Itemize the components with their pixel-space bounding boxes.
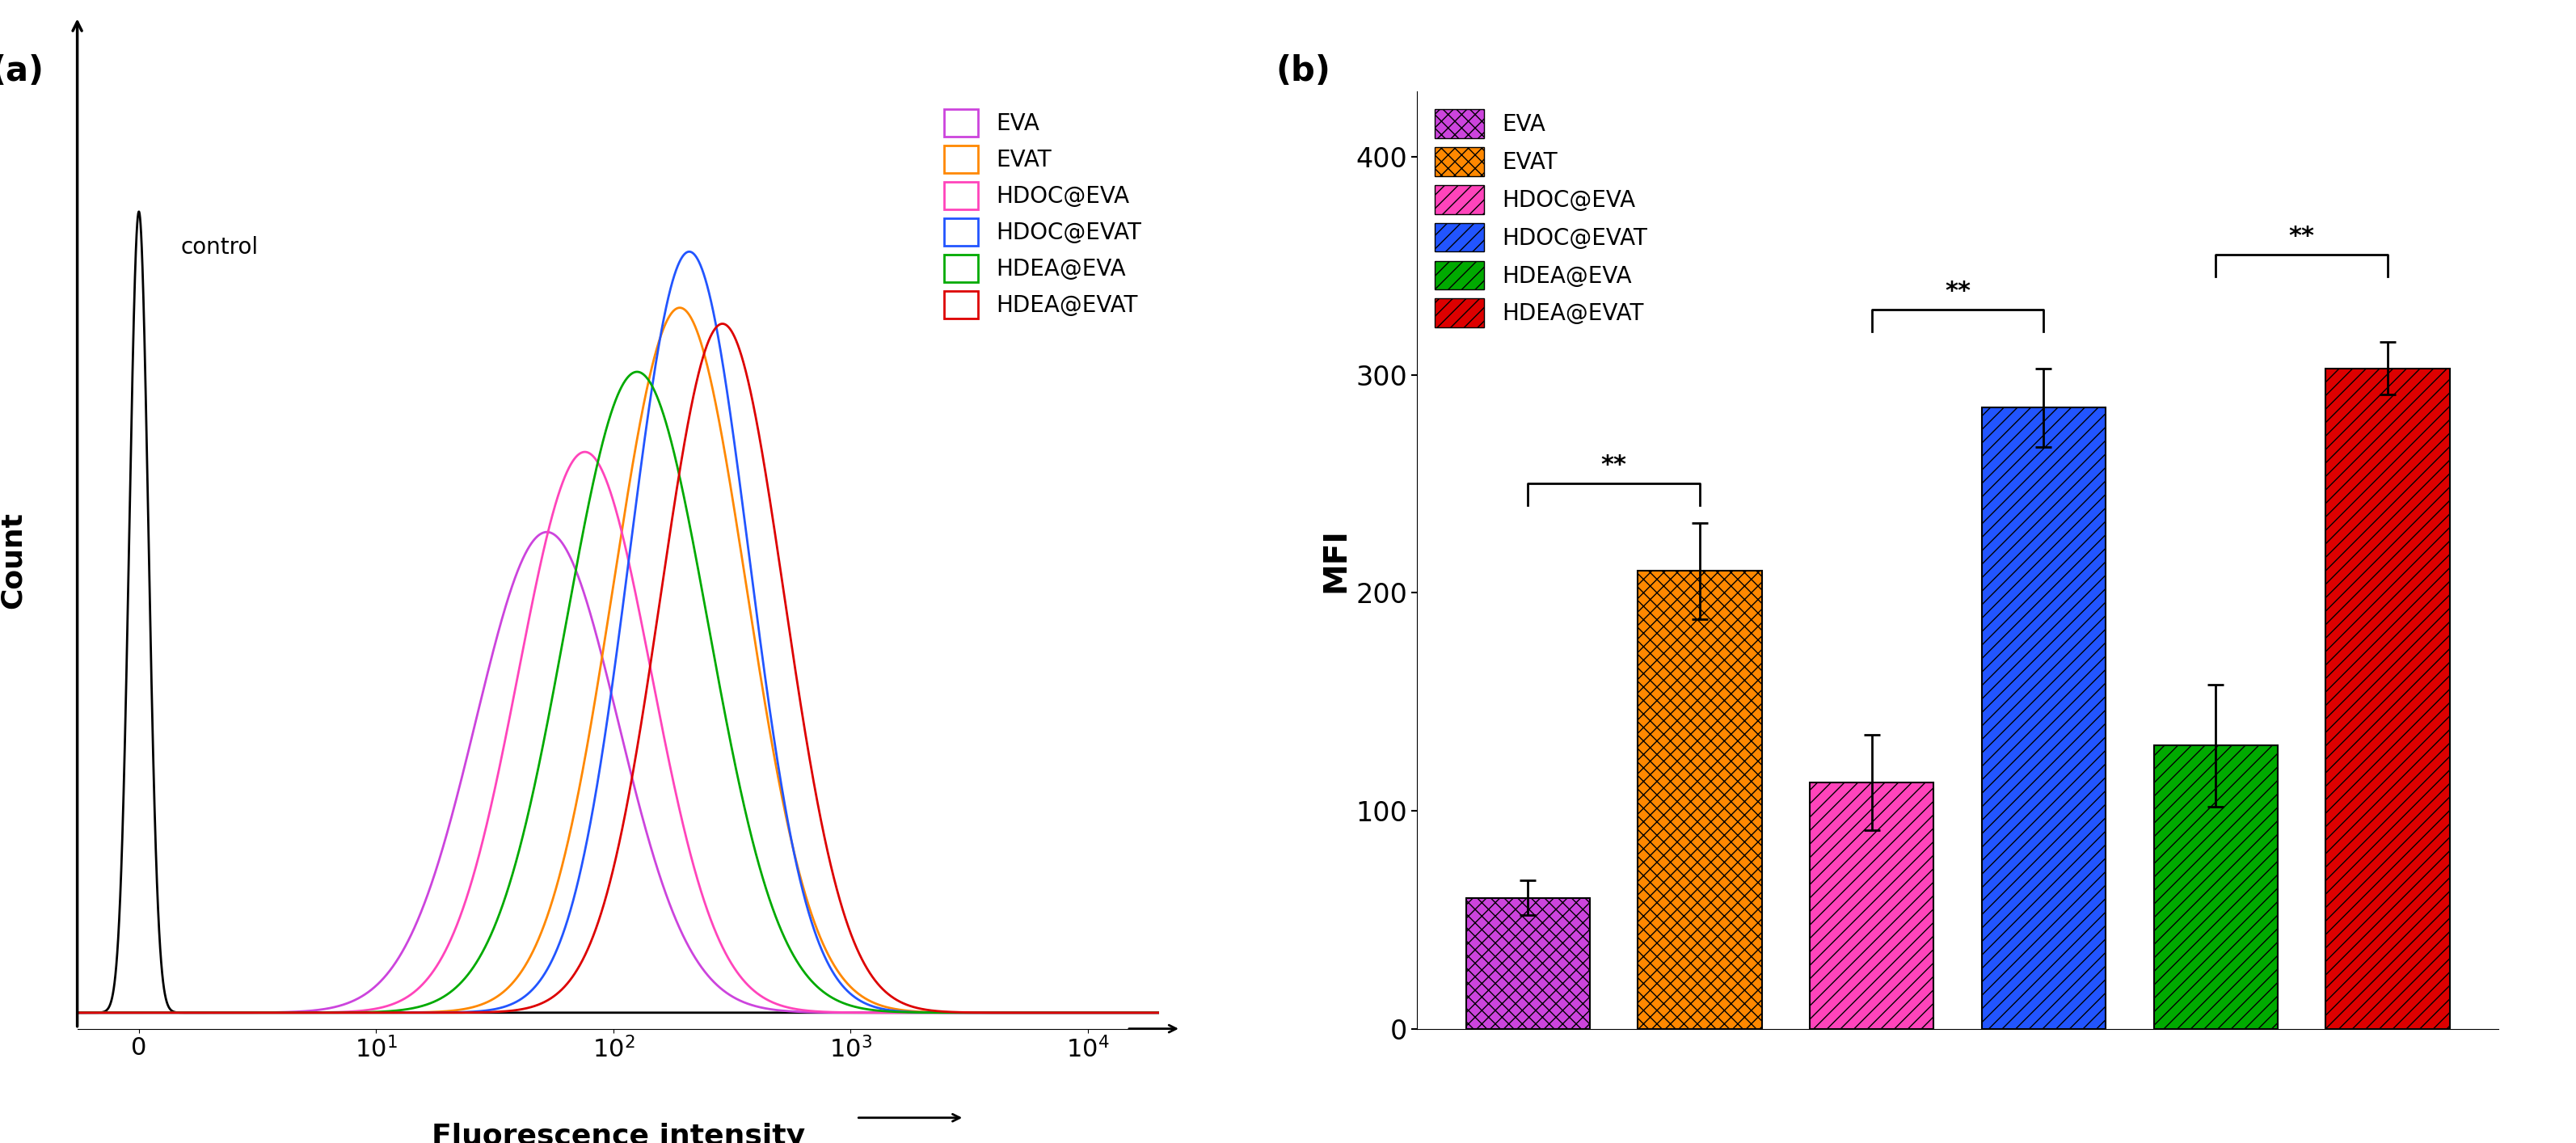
Text: **: ** xyxy=(1945,279,1971,303)
Text: (a): (a) xyxy=(0,54,44,88)
Bar xyxy=(1981,408,2105,1029)
Text: **: ** xyxy=(1600,454,1628,478)
Legend: EVA, EVAT, HDOC@EVA, HDOC@EVAT, HDEA@EVA, HDEA@EVAT: EVA, EVAT, HDOC@EVA, HDOC@EVAT, HDEA@EVA… xyxy=(938,103,1149,326)
Y-axis label: MFI: MFI xyxy=(1321,528,1352,592)
Bar xyxy=(1638,572,1762,1029)
Text: Fluorescence intensity: Fluorescence intensity xyxy=(430,1122,806,1143)
Text: Count: Count xyxy=(0,512,26,608)
Bar xyxy=(2154,745,2277,1029)
Bar xyxy=(2326,368,2450,1029)
Text: control: control xyxy=(180,235,258,258)
Legend: EVA, EVAT, HDOC@EVA, HDOC@EVAT, HDEA@EVA, HDEA@EVAT: EVA, EVAT, HDOC@EVA, HDOC@EVAT, HDEA@EVA… xyxy=(1427,103,1654,334)
Bar xyxy=(1466,898,1589,1029)
Text: (b): (b) xyxy=(1275,54,1332,88)
Text: **: ** xyxy=(2287,225,2316,248)
Bar xyxy=(1811,783,1935,1029)
